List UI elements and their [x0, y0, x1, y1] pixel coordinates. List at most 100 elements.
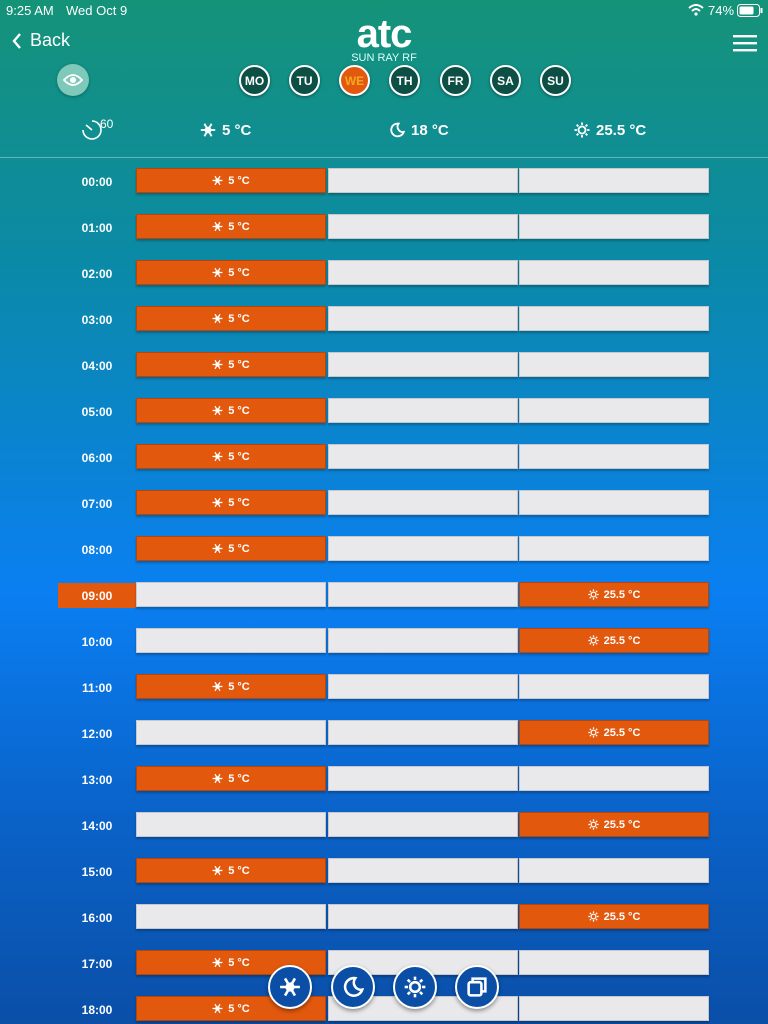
schedule-cell[interactable] [519, 352, 709, 377]
snow-icon [212, 865, 223, 876]
hour-label: 11:00 [81, 680, 113, 695]
schedule-cell[interactable] [328, 444, 518, 469]
schedule-cell[interactable]: 25.5 °C [519, 628, 709, 653]
day-button[interactable]: WE [339, 65, 370, 96]
schedule-cell[interactable]: 25.5 °C [519, 904, 709, 929]
status-date: Wed Oct 9 [66, 3, 128, 18]
day-button[interactable]: SA [490, 65, 521, 96]
cell-label: 5 °C [228, 266, 250, 279]
day-button[interactable]: MO [239, 65, 270, 96]
schedule-cell[interactable] [328, 582, 518, 607]
schedule-cell[interactable] [136, 720, 326, 745]
hour-label: 13:00 [81, 772, 113, 787]
day-button[interactable]: SU [540, 65, 571, 96]
schedule-cell[interactable] [519, 168, 709, 193]
schedule-cell[interactable]: 25.5 °C [519, 582, 709, 607]
cell-label: 5 °C [228, 496, 250, 509]
day-button[interactable]: TU [289, 65, 320, 96]
sun-icon [587, 819, 599, 830]
toolbar-button[interactable] [455, 965, 499, 1009]
schedule-cell[interactable]: 5 °C [136, 490, 326, 515]
hour-label: 02:00 [81, 266, 113, 281]
schedule-cell[interactable] [328, 628, 518, 653]
status-time: 9:25 AM [6, 3, 54, 18]
schedule-cell[interactable] [519, 536, 709, 561]
sun-icon [404, 976, 426, 998]
schedule-cell[interactable] [328, 168, 518, 193]
schedule-cell[interactable] [328, 214, 518, 239]
schedule-cell[interactable] [519, 950, 709, 975]
cell-label: 25.5 °C [603, 634, 641, 647]
schedule-cell[interactable]: 5 °C [136, 352, 326, 377]
snow-icon [212, 221, 223, 232]
cell-label: 25.5 °C [603, 910, 641, 923]
schedule-cell[interactable] [519, 398, 709, 423]
schedule-cell[interactable] [519, 260, 709, 285]
schedule-cell[interactable]: 5 °C [136, 214, 326, 239]
logo: atc [356, 12, 413, 56]
day-button[interactable]: TH [389, 65, 420, 96]
moon-icon [343, 976, 364, 997]
schedule-cell[interactable] [328, 812, 518, 837]
schedule-cell[interactable] [519, 674, 709, 699]
hour-label: 12:00 [81, 726, 113, 741]
cell-label: 25.5 °C [603, 818, 641, 831]
schedule-cell[interactable] [136, 628, 326, 653]
schedule-cell[interactable] [328, 536, 518, 561]
schedule-cell[interactable] [519, 858, 709, 883]
sun-icon [587, 911, 599, 922]
schedule-cell[interactable]: 5 °C [136, 766, 326, 791]
cell-label: 5 °C [228, 542, 250, 555]
schedule-cell[interactable]: 5 °C [136, 674, 326, 699]
sun-icon [587, 589, 599, 600]
schedule-cell[interactable]: 5 °C [136, 858, 326, 883]
cell-label: 5 °C [228, 680, 250, 693]
day-button[interactable]: FR [440, 65, 471, 96]
toolbar-button[interactable] [268, 965, 312, 1009]
schedule-cell[interactable] [136, 812, 326, 837]
toolbar-button[interactable] [331, 965, 375, 1009]
cell-label: 5 °C [228, 1002, 250, 1015]
cell-label: 5 °C [228, 174, 250, 187]
schedule-cell[interactable] [519, 490, 709, 515]
back-chevron [12, 32, 21, 49]
schedule-cell[interactable]: 5 °C [136, 398, 326, 423]
schedule-cell[interactable] [328, 260, 518, 285]
schedule-cell[interactable] [328, 674, 518, 699]
schedule-cell[interactable] [328, 490, 518, 515]
schedule-cell[interactable] [519, 996, 709, 1021]
schedule-cell[interactable] [136, 582, 326, 607]
schedule-cell[interactable] [136, 904, 326, 929]
schedule-cell[interactable] [328, 766, 518, 791]
snow-icon [212, 681, 223, 692]
schedule-cell[interactable]: 5 °C [136, 306, 326, 331]
schedule-cell[interactable] [328, 720, 518, 745]
mode-item: 18 °C [389, 120, 449, 140]
logo-tagline: SUN RAY RF [351, 52, 417, 64]
snow-icon [212, 543, 223, 554]
schedule-cell[interactable] [328, 904, 518, 929]
toolbar-button[interactable] [393, 965, 437, 1009]
schedule-cell[interactable]: 25.5 °C [519, 720, 709, 745]
menu-button[interactable] [733, 34, 757, 52]
schedule-cell[interactable] [328, 858, 518, 883]
schedule-cell[interactable]: 5 °C [136, 168, 326, 193]
schedule-cell[interactable]: 25.5 °C [519, 812, 709, 837]
schedule-cell[interactable] [519, 444, 709, 469]
hour-label: 08:00 [81, 542, 113, 557]
schedule-cell[interactable] [328, 398, 518, 423]
schedule-cell[interactable]: 5 °C [136, 444, 326, 469]
view-toggle[interactable] [57, 64, 89, 96]
schedule-cell[interactable] [328, 352, 518, 377]
cell-label: 5 °C [228, 220, 250, 233]
schedule-cell[interactable] [328, 306, 518, 331]
snow-icon [212, 359, 223, 370]
schedule-cell[interactable] [519, 306, 709, 331]
schedule-cell[interactable]: 5 °C [136, 536, 326, 561]
moon-icon [390, 122, 405, 138]
schedule-cell[interactable] [519, 766, 709, 791]
schedule-cell[interactable] [519, 214, 709, 239]
schedule-cell[interactable]: 5 °C [136, 260, 326, 285]
back-button[interactable]: Back [12, 30, 70, 51]
